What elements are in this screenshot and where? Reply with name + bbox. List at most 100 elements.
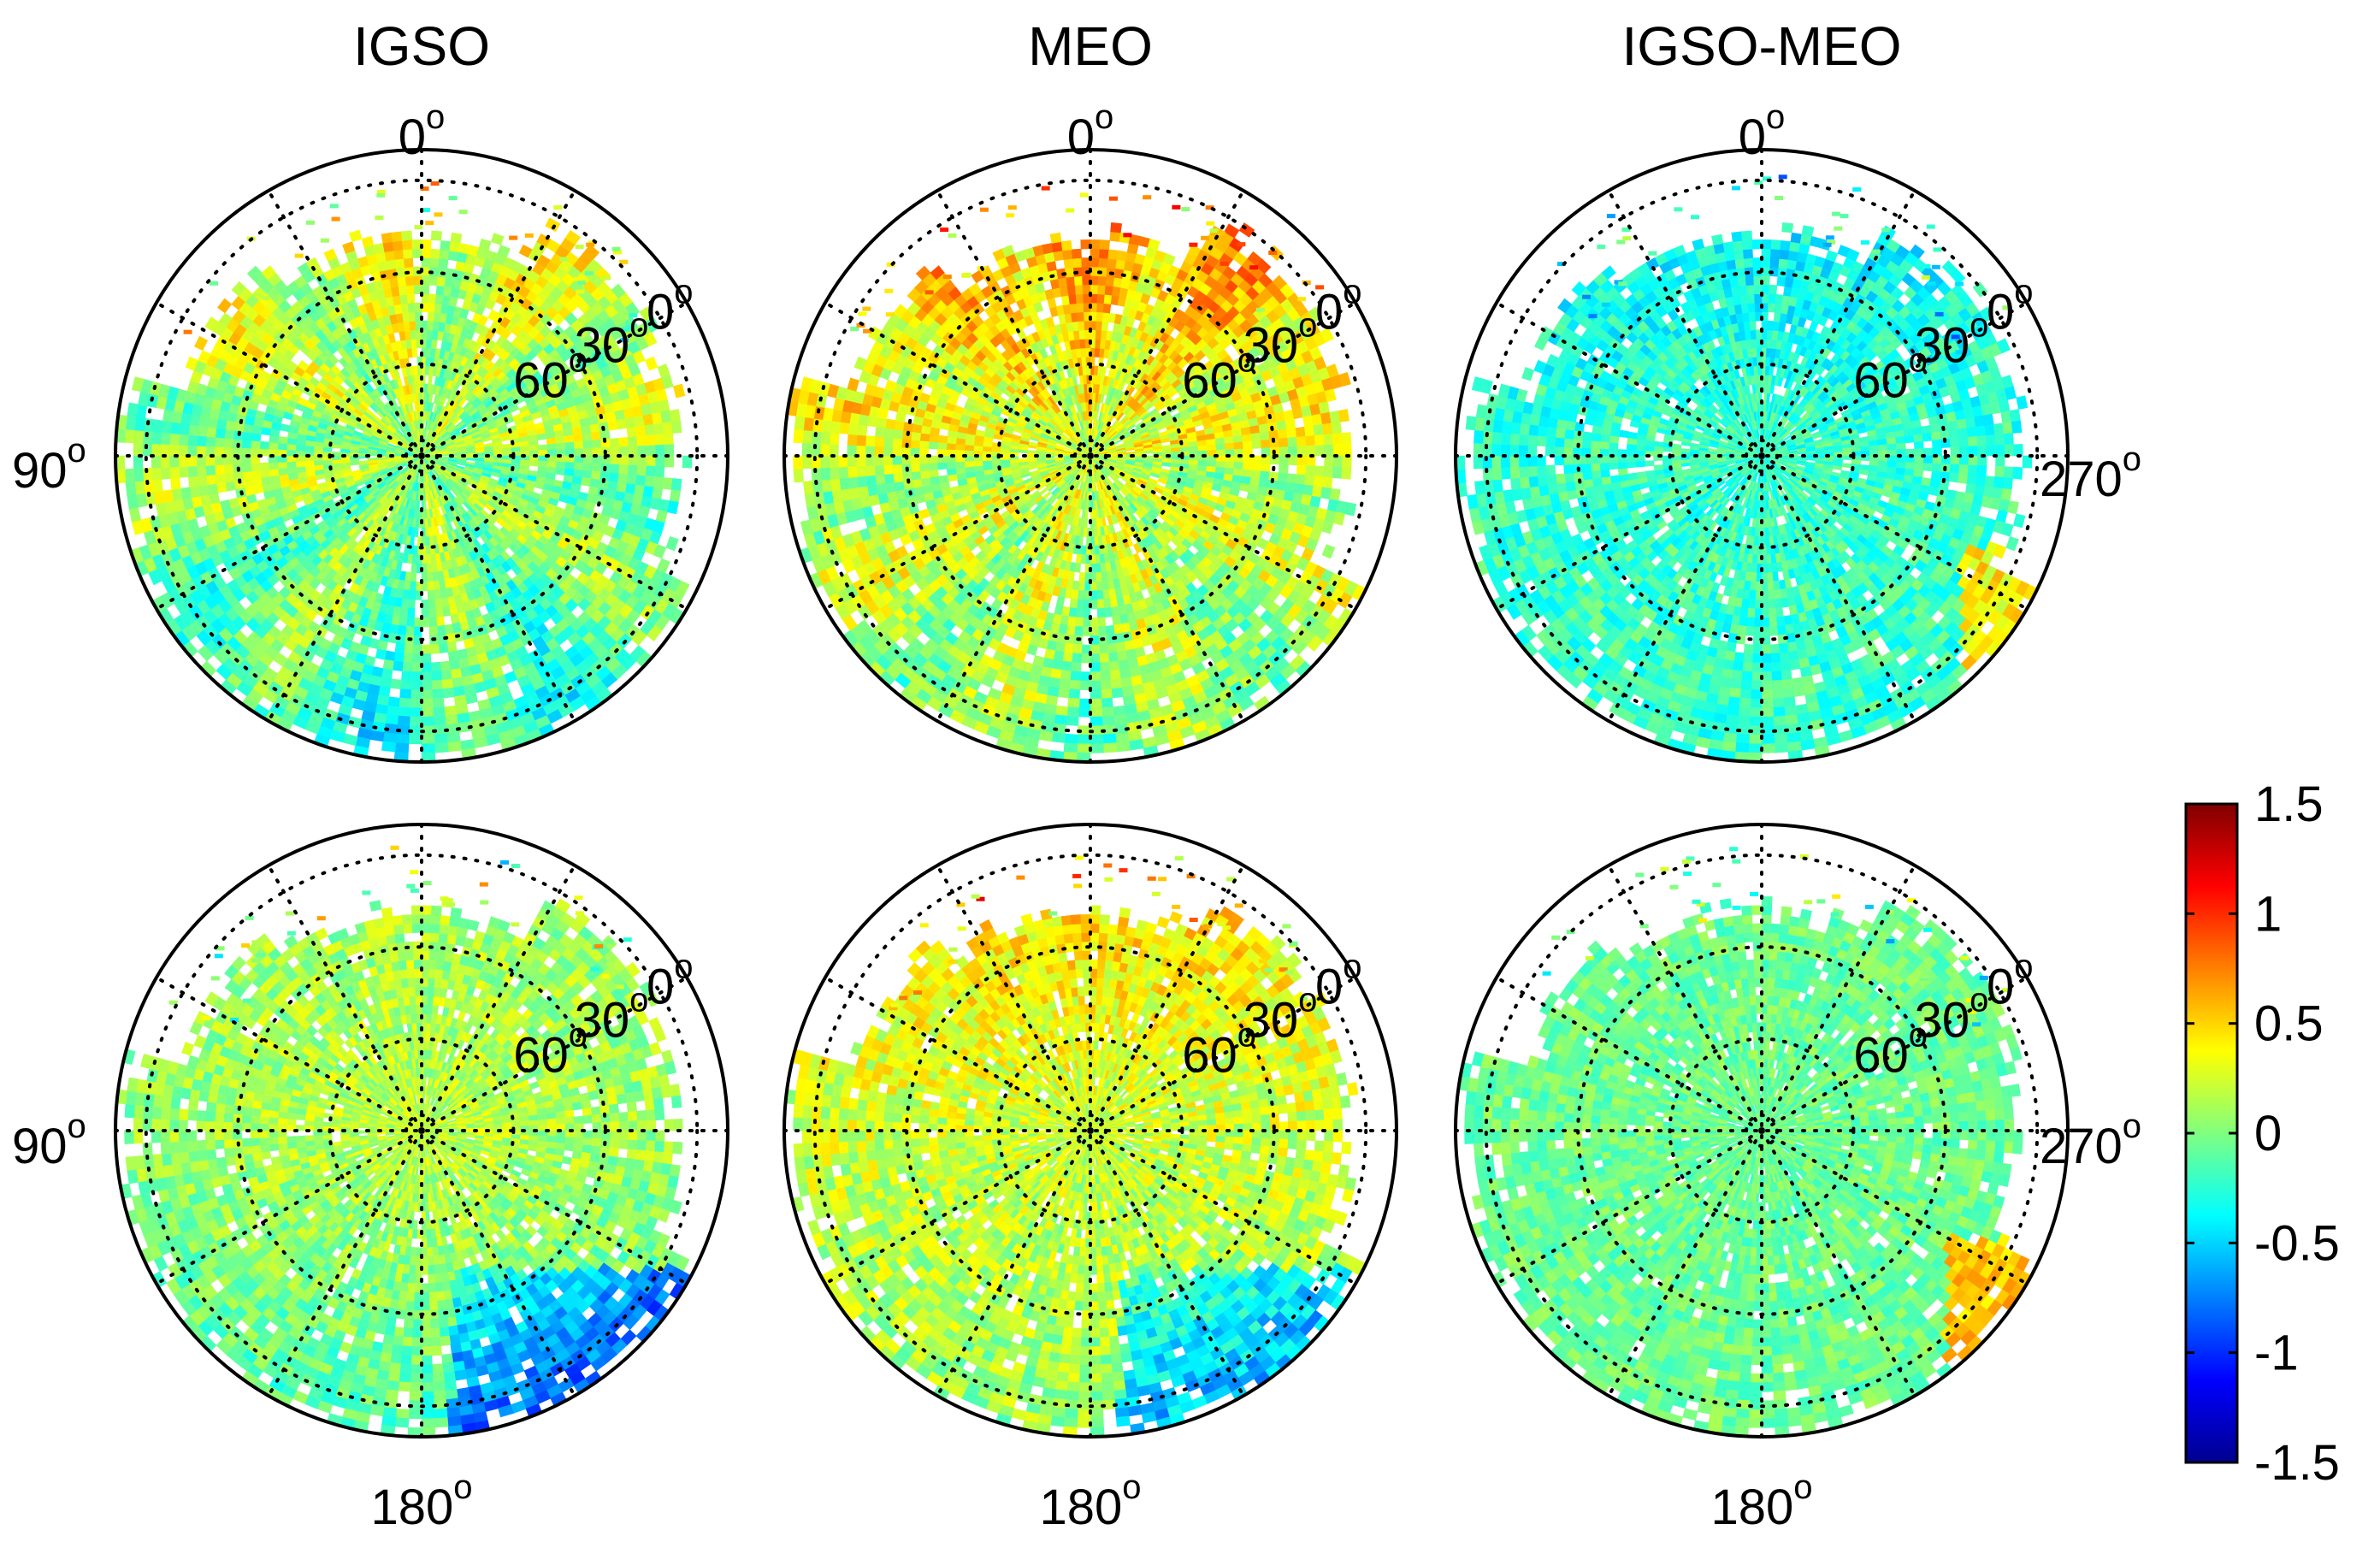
heatmap-cell xyxy=(440,239,452,251)
heatmap-cell xyxy=(187,423,199,436)
heatmap-cell xyxy=(617,473,629,484)
heatmap-cell xyxy=(225,481,236,492)
heatmap-cell xyxy=(392,294,402,306)
heatmap-cell xyxy=(269,468,280,477)
heatmap-cell xyxy=(619,259,629,264)
heatmap-cell xyxy=(581,477,592,487)
heatmap-cell xyxy=(295,465,306,474)
heatmap-cell xyxy=(436,275,446,287)
heatmap-cell xyxy=(669,409,681,422)
heatmap-cell xyxy=(440,670,452,681)
heatmap-cell xyxy=(441,606,452,617)
heatmap-cell xyxy=(403,257,414,269)
heatmap-cell xyxy=(160,455,170,469)
heatmap-cell xyxy=(431,688,444,700)
heatmap-cell xyxy=(268,462,279,470)
heatmap-cell xyxy=(402,653,413,664)
heatmap-cell xyxy=(397,275,407,287)
heatmap-cell xyxy=(402,311,410,322)
heatmap-cell xyxy=(665,536,679,552)
heatmap-cell xyxy=(627,464,638,476)
heatmap-cell xyxy=(434,733,448,744)
heatmap-cell xyxy=(662,422,673,434)
heatmap-cell xyxy=(441,678,454,690)
heatmap-cell xyxy=(277,461,288,470)
heatmap-cell xyxy=(511,446,522,452)
column-titles: IGSO MEO IGSO-MEO xyxy=(353,15,1902,77)
heatmap-cell xyxy=(134,417,145,432)
heatmap-cell xyxy=(349,229,363,242)
heatmap-cell xyxy=(261,296,270,300)
heatmap-cell xyxy=(399,697,411,708)
heatmap-cell xyxy=(446,641,458,653)
heatmap-cell xyxy=(183,329,192,334)
heatmap-cell xyxy=(223,428,235,440)
heatmap-cell xyxy=(161,420,173,434)
heatmap-cell xyxy=(428,302,436,313)
heatmap-cell xyxy=(652,487,664,500)
heatmap-cell xyxy=(555,436,566,445)
heatmap-cell xyxy=(428,617,438,628)
elevation-label: 0o xyxy=(647,273,694,340)
heatmap-cell xyxy=(609,437,620,448)
heatmap-cell xyxy=(160,432,171,446)
heatmap-cell xyxy=(205,464,216,476)
heatmap-cell xyxy=(430,181,440,186)
heatmap-cell xyxy=(397,624,407,636)
heatmap-cell xyxy=(405,617,415,628)
heatmap-cell xyxy=(658,399,670,413)
heatmap-cell xyxy=(635,425,647,437)
heatmap-cell xyxy=(394,257,405,269)
heatmap-cell xyxy=(205,435,216,447)
heatmap-cell xyxy=(125,481,137,496)
heatmap-cell xyxy=(409,320,416,331)
heatmap-cell xyxy=(445,714,458,725)
heatmap-cell xyxy=(391,231,403,242)
heatmap-cell xyxy=(555,442,566,451)
heatmap-cell xyxy=(645,465,656,477)
heatmap-cell xyxy=(127,493,139,510)
heatmap-cell xyxy=(430,671,442,682)
heatmap-cell xyxy=(406,293,416,304)
heatmap-cell xyxy=(434,607,444,618)
heatmap-cell xyxy=(672,383,686,399)
heatmap-cell xyxy=(381,741,397,753)
heatmap-cell xyxy=(431,571,440,582)
heatmap-cell xyxy=(564,434,575,444)
heatmap-cell xyxy=(555,467,566,476)
heatmap-cell xyxy=(524,233,534,238)
heatmap-cell xyxy=(411,347,418,357)
heatmap-cell xyxy=(178,455,188,468)
heatmap-cell xyxy=(381,232,393,244)
heatmap-cell xyxy=(559,257,569,262)
heatmap-cell xyxy=(134,480,145,495)
heatmap-cell xyxy=(215,428,226,439)
heatmap-cell xyxy=(151,455,162,469)
heatmap-cell xyxy=(428,625,439,636)
heatmap-cell xyxy=(375,648,387,660)
heatmap-cell xyxy=(421,689,434,700)
heatmap-cell xyxy=(295,460,306,468)
heatmap-cell xyxy=(655,444,665,457)
heatmap-cell xyxy=(577,281,587,286)
heatmap-cell xyxy=(430,661,442,672)
heatmap-cell xyxy=(429,257,440,269)
heatmap-cell xyxy=(207,483,219,495)
heatmap-cell xyxy=(576,289,585,294)
heatmap-cell xyxy=(434,212,443,217)
heatmap-cell xyxy=(624,417,636,428)
heatmap-cell xyxy=(635,475,647,487)
heatmap-cell xyxy=(401,239,413,251)
heatmap-cell xyxy=(403,321,411,332)
heatmap-cell xyxy=(616,482,628,493)
heatmap-cell xyxy=(394,642,405,654)
heatmap-cell xyxy=(124,468,135,483)
heatmap-cell xyxy=(197,425,208,437)
heatmap-cell xyxy=(152,419,163,433)
heatmap-cell xyxy=(268,441,279,450)
heatmap-cell xyxy=(655,455,665,468)
heatmap-cell xyxy=(389,276,399,288)
heatmap-cell xyxy=(1143,450,1154,454)
heatmap-cell xyxy=(682,455,693,469)
